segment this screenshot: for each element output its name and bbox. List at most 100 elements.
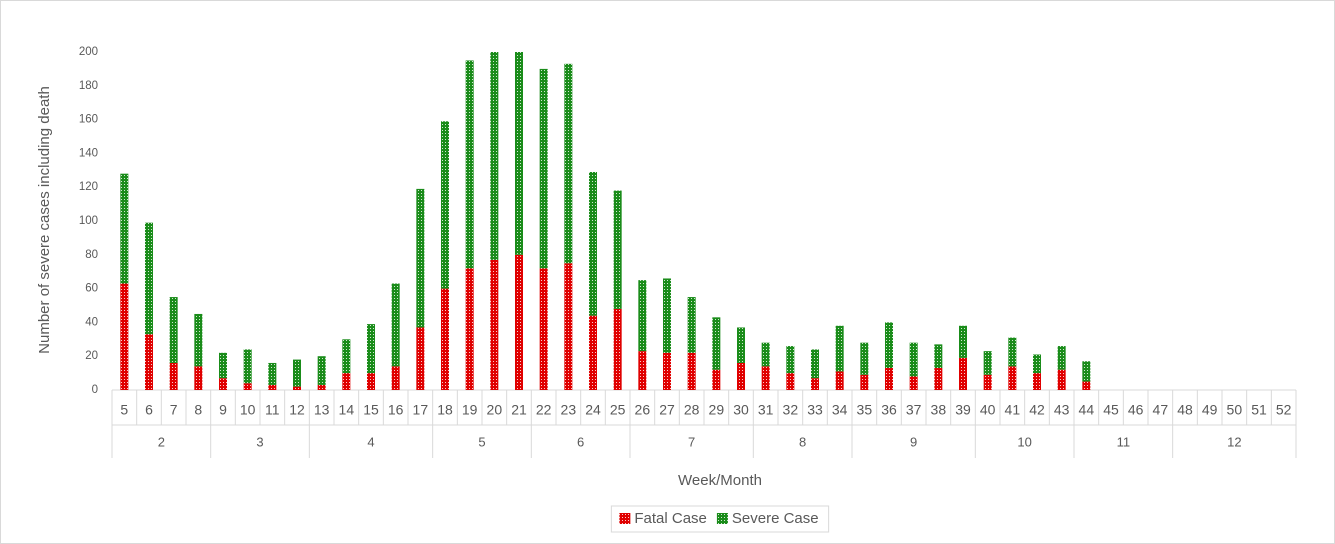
bar-segment [860, 374, 869, 390]
bar-segment [589, 315, 597, 390]
bar-segment [416, 327, 425, 390]
bar-segment [194, 313, 203, 367]
x-tick-label: 44 [1079, 402, 1095, 418]
bar-segment [219, 378, 227, 390]
bar-segment [613, 190, 622, 309]
month-label: 10 [1017, 434, 1031, 449]
bar-segment [811, 378, 819, 390]
month-label: 3 [256, 434, 263, 449]
bar-segment [268, 384, 277, 390]
x-tick-label: 37 [906, 402, 922, 418]
bar-segment [885, 322, 893, 369]
month-label: 12 [1227, 434, 1241, 449]
y-tick-label: 0 [92, 384, 98, 396]
legend-label: Fatal Case [634, 510, 707, 527]
x-tick-label: 32 [783, 402, 799, 418]
bar-segment [860, 342, 869, 375]
month-label: 2 [158, 434, 165, 449]
bar-segment [663, 278, 671, 353]
bar-segment [391, 283, 400, 367]
x-tick-label: 41 [1005, 402, 1021, 418]
x-tick-label: 45 [1103, 402, 1119, 418]
bar-segment [367, 373, 375, 390]
bar-segment [465, 60, 474, 269]
x-tick-label: 43 [1054, 402, 1070, 418]
bar-segment [367, 324, 375, 374]
x-tick-label: 27 [659, 402, 675, 418]
x-tick-label: 40 [980, 402, 996, 418]
bar-segment [1008, 366, 1017, 390]
y-tick-label: 120 [79, 181, 98, 193]
x-tick-label: 19 [462, 402, 478, 418]
y-tick-label: 200 [79, 46, 98, 58]
bar-segment [293, 386, 301, 390]
bar-segment [465, 268, 474, 390]
x-tick-label: 18 [437, 402, 453, 418]
x-tick-label: 51 [1251, 402, 1267, 418]
bar-segment [687, 352, 696, 390]
x-tick-label: 12 [289, 402, 305, 418]
x-tick-label: 48 [1177, 402, 1193, 418]
x-tick-label: 28 [684, 402, 700, 418]
bar-segment [1008, 337, 1017, 367]
x-tick-label: 11 [265, 402, 280, 418]
bar-segment [1033, 373, 1041, 390]
bar-segment [243, 349, 252, 384]
x-tick-label: 50 [1227, 402, 1243, 418]
x-tick-label: 10 [240, 402, 256, 418]
x-tick-label: 39 [955, 402, 971, 418]
bar-segment [1082, 381, 1091, 390]
bar-segment [391, 366, 400, 390]
month-label: 8 [799, 434, 806, 449]
x-tick-label: 52 [1276, 402, 1292, 418]
bar-segment [564, 63, 573, 264]
bar-segment [145, 222, 153, 335]
bar-segment [934, 368, 943, 390]
x-tick-label: 20 [487, 402, 503, 418]
bar-segment [564, 263, 573, 390]
x-tick-label: 22 [536, 402, 552, 418]
x-tick-label: 17 [413, 402, 429, 418]
bar-segment [219, 352, 227, 379]
bar-segment [342, 373, 351, 390]
bar-segment [317, 356, 326, 385]
bar-segment [169, 362, 178, 390]
x-tick-label: 35 [857, 402, 873, 418]
y-tick-label: 140 [79, 147, 98, 159]
bar-segment [441, 288, 449, 390]
bar-segment [737, 327, 745, 363]
bar-segment [934, 344, 943, 369]
x-tick-label: 14 [339, 402, 355, 418]
month-label: 7 [688, 434, 695, 449]
bar-segment [786, 346, 795, 374]
bar-segment [194, 366, 203, 390]
x-tick-label: 49 [1202, 402, 1218, 418]
bar-segment [638, 351, 647, 390]
bar-segment [959, 325, 967, 358]
x-tick-label: 36 [881, 402, 897, 418]
bar-segment [613, 308, 622, 390]
bar-segment [589, 171, 597, 316]
bar-segment [515, 52, 523, 255]
bar-segment [1082, 361, 1091, 382]
legend-swatch [619, 513, 631, 524]
bar-segment [169, 297, 178, 363]
bar-segment [712, 317, 721, 370]
legend-label: Severe Case [732, 510, 819, 527]
x-tick-label: 5 [120, 402, 128, 418]
bar-segment [1057, 369, 1066, 390]
bar-segment [909, 376, 918, 390]
month-label: 4 [367, 434, 374, 449]
bar-segment [638, 280, 647, 352]
bar-segment [811, 349, 819, 379]
bar-segment [1033, 354, 1041, 374]
bar-segment [120, 283, 129, 390]
bar-segment [441, 121, 449, 289]
bar-segment [885, 368, 893, 390]
month-label: 9 [910, 434, 917, 449]
month-label: 5 [478, 434, 485, 449]
x-tick-label: 13 [314, 402, 330, 418]
x-tick-label: 24 [585, 402, 601, 418]
bar-segment [268, 362, 277, 385]
